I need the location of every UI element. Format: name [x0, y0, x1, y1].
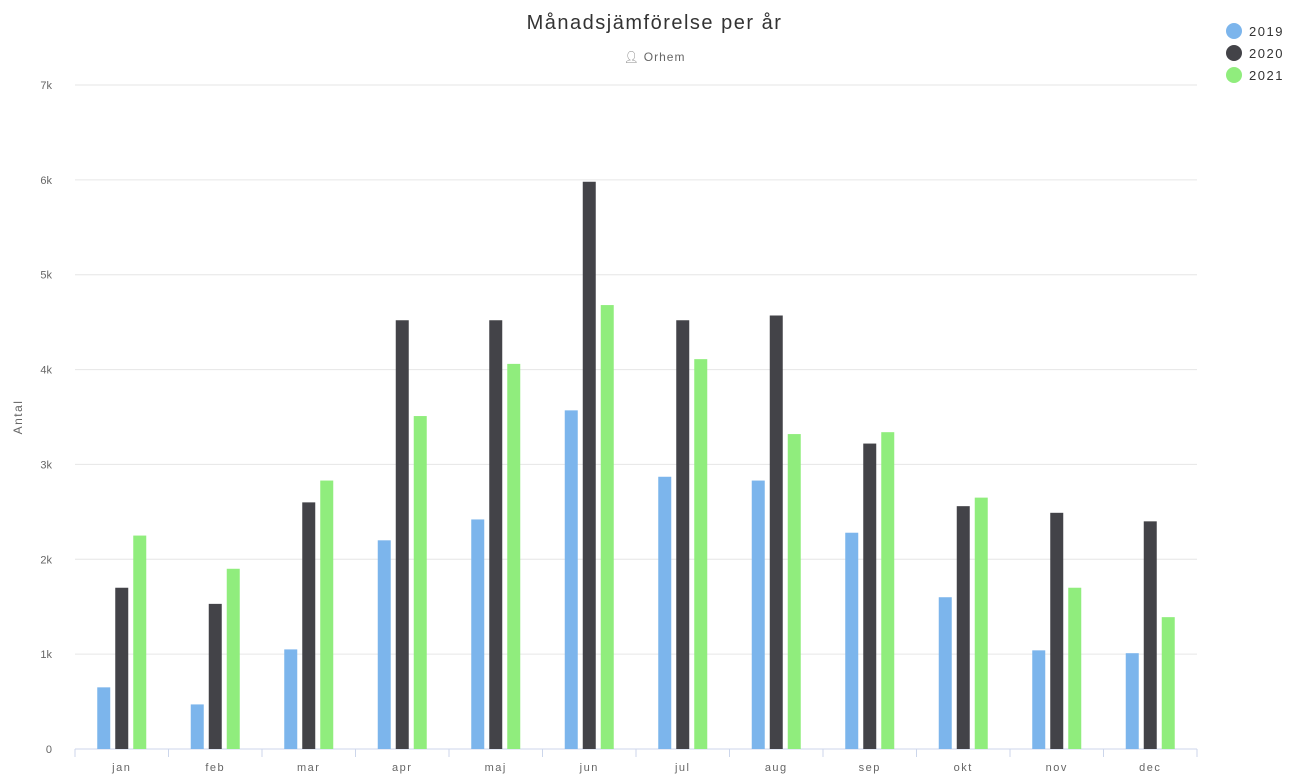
legend-item-2021[interactable]: 2021 — [1226, 64, 1284, 86]
legend-label: 2021 — [1249, 67, 1284, 83]
legend-item-2019[interactable]: 2019 — [1226, 20, 1284, 42]
x-tick-label: jun — [579, 762, 599, 774]
bar-2019-jun[interactable] — [564, 410, 578, 749]
bar-2021-mar[interactable] — [320, 480, 334, 749]
x-tick-label: nov — [1046, 762, 1068, 774]
bar-2019-aug[interactable] — [751, 480, 765, 749]
bar-2019-maj[interactable] — [471, 519, 485, 749]
y-tick-label: 0 — [46, 744, 52, 756]
bar-2020-maj[interactable] — [489, 320, 503, 749]
bar-2019-mar[interactable] — [284, 649, 298, 749]
bar-2021-jul[interactable] — [694, 359, 708, 749]
y-tick-label: 7k — [40, 80, 52, 92]
x-tick-label: sep — [859, 762, 881, 774]
legend-swatch — [1226, 23, 1242, 39]
y-tick-label: 3k — [40, 459, 52, 471]
y-tick-label: 2k — [40, 554, 52, 566]
y-tick-label: 1k — [40, 649, 52, 661]
bar-2019-sep[interactable] — [845, 532, 859, 749]
bar-2019-jul[interactable] — [658, 476, 672, 749]
bar-2019-dec[interactable] — [1125, 653, 1139, 749]
x-tick-label: jan — [111, 762, 131, 774]
legend: 2019 2020 2021 — [1226, 20, 1284, 86]
chart-title: Månadsjämförelse per år — [526, 12, 783, 34]
legend-swatch — [1226, 67, 1242, 83]
bar-2021-jun[interactable] — [600, 305, 614, 749]
bar-2020-jan[interactable] — [115, 587, 129, 749]
bar-2020-jul[interactable] — [676, 320, 690, 749]
x-tick-label: dec — [1139, 762, 1161, 774]
bar-2021-okt[interactable] — [974, 497, 988, 749]
bar-2020-dec[interactable] — [1143, 521, 1157, 749]
subtitle-text: Orhem — [643, 50, 686, 64]
legend-item-2020[interactable]: 2020 — [1226, 42, 1284, 64]
bar-2021-maj[interactable] — [507, 363, 521, 749]
bar-2021-feb[interactable] — [226, 568, 240, 749]
bar-2019-apr[interactable] — [377, 540, 391, 749]
bar-2021-sep[interactable] — [881, 432, 895, 749]
bar-2021-nov[interactable] — [1068, 587, 1082, 749]
chart-subtitle: 👤︎ Orhem — [0, 50, 1309, 64]
bar-2019-feb[interactable] — [190, 704, 204, 749]
legend-label: 2019 — [1249, 23, 1284, 39]
bar-2020-jun[interactable] — [582, 181, 596, 750]
legend-label: 2020 — [1249, 45, 1284, 61]
bar-2021-dec[interactable] — [1161, 617, 1175, 749]
bar-2020-mar[interactable] — [302, 502, 316, 749]
bar-2021-aug[interactable] — [787, 434, 801, 749]
x-tick-label: jul — [674, 762, 691, 774]
legend-swatch — [1226, 45, 1242, 61]
x-tick-label: mar — [297, 762, 320, 774]
x-tick-label: feb — [205, 762, 225, 774]
bar-2019-okt[interactable] — [938, 597, 952, 749]
person-icon: 👤︎ — [623, 50, 640, 64]
bar-2021-apr[interactable] — [413, 416, 427, 749]
bar-2019-nov[interactable] — [1032, 650, 1046, 749]
x-tick-label: maj — [485, 762, 507, 774]
x-tick-label: apr — [392, 762, 412, 774]
bar-2020-nov[interactable] — [1050, 512, 1064, 749]
bar-2020-aug[interactable] — [769, 315, 783, 749]
bar-2020-sep[interactable] — [863, 443, 877, 749]
bar-2019-jan[interactable] — [97, 687, 111, 749]
x-tick-label: okt — [954, 762, 973, 774]
bar-2020-apr[interactable] — [395, 320, 409, 749]
y-tick-label: 6k — [40, 175, 52, 187]
bar-2020-okt[interactable] — [956, 506, 970, 749]
y-tick-label: 5k — [40, 270, 52, 282]
y-tick-label: 4k — [40, 365, 52, 377]
x-tick-label: aug — [765, 762, 788, 774]
bar-2021-jan[interactable] — [133, 535, 147, 749]
bar-2020-feb[interactable] — [208, 603, 222, 749]
y-axis-title: Antal — [11, 400, 25, 435]
